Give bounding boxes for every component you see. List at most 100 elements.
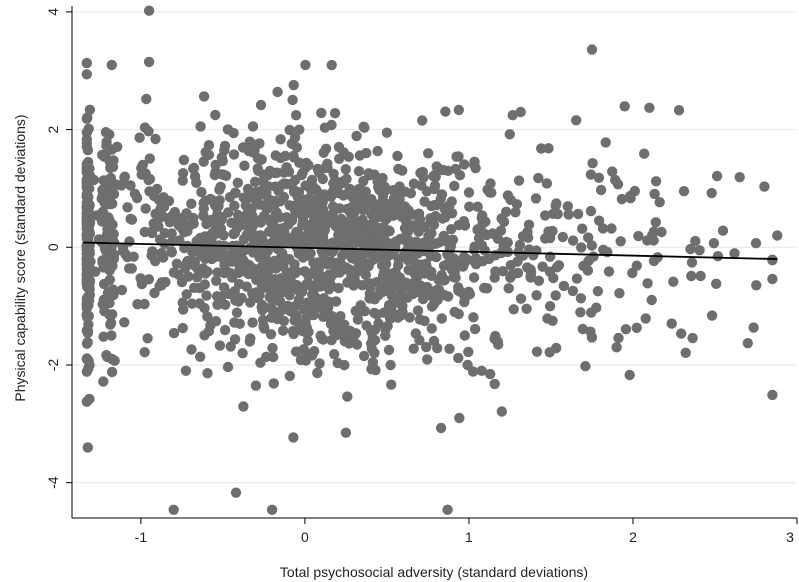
data-point (422, 354, 433, 365)
data-point (459, 330, 470, 341)
data-point (263, 264, 275, 276)
data-point (453, 104, 464, 116)
data-point (346, 271, 357, 283)
data-point (563, 209, 574, 220)
data-point (502, 237, 513, 248)
data-point (366, 343, 377, 354)
data-point (166, 228, 177, 239)
data-point (105, 288, 116, 299)
data-point (654, 197, 665, 208)
data-point (443, 291, 454, 302)
data-point (686, 257, 698, 268)
data-point (424, 230, 435, 241)
data-point (291, 188, 302, 199)
data-point (523, 219, 535, 230)
data-point (476, 365, 487, 376)
data-point (350, 238, 361, 249)
data-point (209, 169, 220, 181)
data-point (286, 306, 297, 317)
data-point (595, 184, 607, 196)
data-point (81, 191, 93, 202)
data-point (290, 174, 301, 186)
data-point (493, 339, 504, 350)
data-point (312, 163, 323, 175)
data-point (278, 259, 289, 270)
data-point (244, 136, 255, 147)
data-point (572, 208, 584, 220)
data-point (173, 220, 185, 231)
data-point (426, 323, 437, 334)
data-point (267, 342, 278, 354)
data-point (442, 237, 453, 248)
data-point (271, 307, 282, 318)
data-point (207, 195, 218, 206)
data-point (297, 325, 308, 337)
data-point (366, 278, 378, 289)
data-point (275, 134, 286, 145)
data-point (99, 306, 110, 317)
data-point (294, 124, 305, 135)
data-point (266, 237, 277, 249)
data-point (614, 288, 625, 299)
data-point (430, 169, 441, 180)
data-point (234, 278, 245, 290)
data-point (510, 207, 521, 218)
data-point (316, 107, 327, 119)
data-point (342, 391, 353, 402)
data-point (410, 328, 421, 339)
data-point (309, 346, 320, 357)
data-point (378, 307, 390, 318)
data-point (353, 219, 365, 231)
data-point (305, 184, 317, 196)
data-point (211, 275, 222, 286)
data-point (251, 287, 262, 298)
data-point (485, 368, 496, 380)
data-point (428, 299, 439, 310)
data-point (351, 130, 362, 142)
data-point (139, 347, 150, 358)
data-point (215, 215, 227, 226)
data-point (178, 154, 190, 166)
data-point (620, 324, 632, 335)
data-point (208, 247, 219, 258)
data-point (327, 201, 339, 212)
data-point (318, 147, 329, 158)
data-point (185, 219, 196, 231)
data-point (284, 370, 295, 382)
y-tick-label: 2 (45, 125, 61, 133)
data-point (453, 352, 464, 364)
data-point (513, 175, 525, 186)
data-point (271, 167, 283, 178)
data-point (422, 281, 433, 293)
data-point (393, 207, 404, 218)
data-point (373, 222, 384, 234)
data-point (198, 210, 209, 221)
data-point (186, 298, 198, 309)
data-point (431, 161, 442, 172)
scatter-points (81, 5, 783, 515)
data-point (687, 332, 698, 344)
data-point (211, 291, 223, 302)
data-point (729, 248, 740, 259)
data-point (328, 268, 339, 280)
data-point (537, 261, 548, 272)
data-point (711, 278, 722, 289)
data-point (290, 110, 302, 121)
data-point (281, 212, 292, 223)
data-point (189, 282, 200, 293)
data-point (607, 166, 618, 177)
data-point (333, 230, 344, 241)
y-axis-label: Physical capability score (standard devi… (12, 114, 28, 401)
data-point (484, 187, 495, 198)
data-point (143, 174, 154, 186)
data-point (464, 201, 475, 212)
data-point (255, 99, 267, 111)
data-point (767, 255, 778, 266)
data-point (706, 187, 717, 199)
data-point (576, 242, 587, 253)
data-point (83, 123, 94, 134)
data-point (391, 236, 402, 247)
data-point (374, 204, 385, 215)
data-point (321, 219, 332, 230)
